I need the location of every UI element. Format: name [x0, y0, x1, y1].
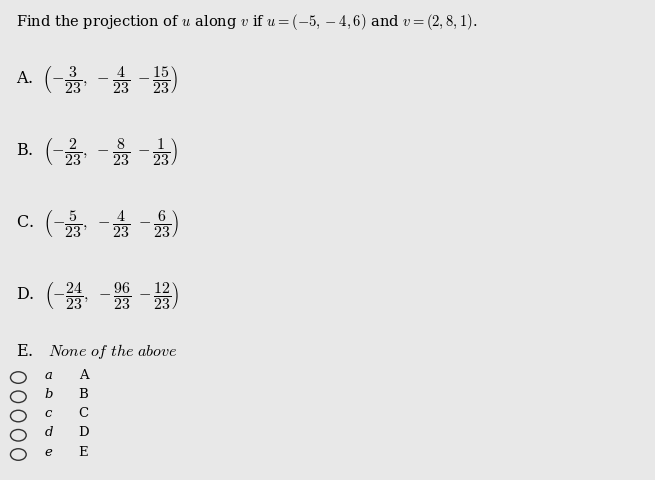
Text: c: c — [45, 406, 52, 420]
Text: B.  $\left(-\dfrac{2}{23},\ -\dfrac{8}{23}\ -\dfrac{1}{23}\right)$: B. $\left(-\dfrac{2}{23},\ -\dfrac{8}{23… — [16, 137, 179, 168]
Text: D.  $\left(-\dfrac{24}{23},\ -\dfrac{96}{23}\ -\dfrac{12}{23}\right)$: D. $\left(-\dfrac{24}{23},\ -\dfrac{96}{… — [16, 281, 180, 312]
Text: A.  $\left(-\dfrac{3}{23},\ -\dfrac{4}{23}\ -\dfrac{15}{23}\right)$: A. $\left(-\dfrac{3}{23},\ -\dfrac{4}{23… — [16, 65, 179, 96]
Text: E: E — [79, 444, 88, 458]
Text: a: a — [45, 368, 52, 381]
Text: A: A — [79, 368, 88, 381]
Text: D: D — [79, 425, 89, 439]
Text: d: d — [45, 425, 53, 439]
Text: Find the projection of $u$ along $v$ if $u = (-5,-4,6)$ and $v = (2,8,1)$.: Find the projection of $u$ along $v$ if … — [16, 12, 478, 32]
Text: e: e — [45, 444, 52, 458]
Text: C.  $\left(-\dfrac{5}{23},\ -\dfrac{4}{23}\ -\dfrac{6}{23}\right)$: C. $\left(-\dfrac{5}{23},\ -\dfrac{4}{23… — [16, 209, 179, 240]
Text: E.   $\mathit{None\ of\ the\ above}$: E. $\mathit{None\ of\ the\ above}$ — [16, 341, 178, 360]
Text: b: b — [45, 387, 53, 400]
Text: B: B — [79, 387, 88, 400]
Text: C: C — [79, 406, 88, 420]
